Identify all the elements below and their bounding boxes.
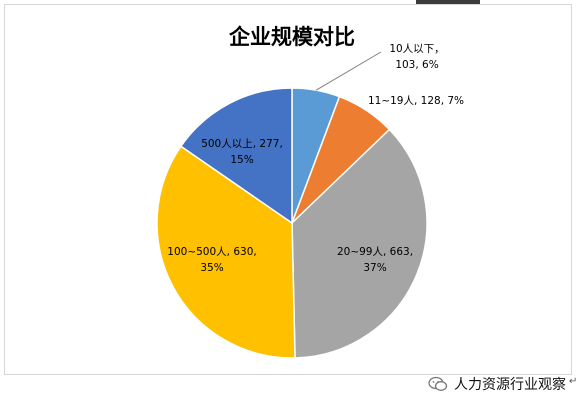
pie-slice-3 <box>291 128 428 359</box>
leader-line-1 <box>315 51 382 91</box>
paragraph-mark: ↵ <box>569 376 578 387</box>
slice-label-line: 20~99人, 663, <box>337 246 413 258</box>
slice-label-2: 11~19人, 128, 7% <box>368 95 464 107</box>
slice-label-line: 10人以下， <box>389 43 444 55</box>
watermark: 人力资源行业观察 <box>428 373 566 395</box>
wechat-icon <box>428 376 448 391</box>
pie-slices <box>156 87 428 359</box>
slice-label-line: 15% <box>230 154 253 166</box>
slice-label-3: 20~99人, 663, 37% <box>337 246 413 274</box>
data-labels: 10人以下， 103, 6% 11~19人, 128, 7% 20~99人, 663,… <box>167 43 464 274</box>
slice-label-1: 10人以下， 103, 6% <box>389 43 444 71</box>
watermark-text: 人力资源行业观察 <box>454 377 566 393</box>
pie-slice-5 <box>179 87 293 225</box>
slice-label-line: 11~19人, 128, 7% <box>368 95 464 107</box>
top-edge-tab <box>416 0 480 6</box>
slice-label-line: 500人以上, 277, <box>201 138 283 150</box>
slice-label-line: 37% <box>363 262 386 274</box>
slice-label-line: 35% <box>200 262 223 274</box>
slice-label-line: 103, 6% <box>395 59 438 71</box>
leader-lines <box>315 51 382 91</box>
pie-slice-4 <box>156 145 296 359</box>
chart-title: 企业规模对比 <box>228 24 355 49</box>
slice-label-4: 100~500人, 630, 35% <box>167 246 256 274</box>
slice-label-5: 500人以上, 277, 15% <box>201 138 283 166</box>
slice-label-line: 100~500人, 630, <box>167 246 256 258</box>
